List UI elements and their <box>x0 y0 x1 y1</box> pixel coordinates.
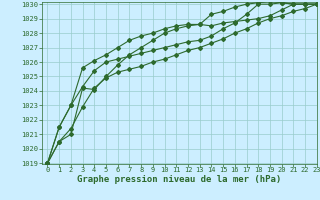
X-axis label: Graphe pression niveau de la mer (hPa): Graphe pression niveau de la mer (hPa) <box>77 175 281 184</box>
